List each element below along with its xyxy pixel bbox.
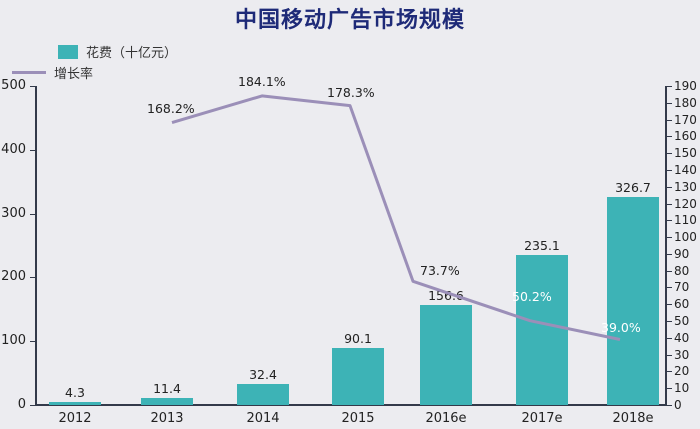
growth-value-label: 178.3% — [327, 85, 375, 100]
x-axis-label: 2015 — [341, 411, 375, 426]
right-tick — [667, 304, 672, 306]
right-tick — [667, 405, 672, 406]
right-tick — [667, 321, 672, 323]
legend-item-growth: 增长率 — [12, 63, 93, 82]
x-axis-label: 2016e — [425, 411, 467, 426]
right-tick-label: 30 — [674, 347, 690, 362]
bar-value-label: 326.7 — [615, 179, 651, 195]
right-tick — [667, 253, 672, 255]
right-tick — [667, 86, 672, 87]
right-tick — [667, 102, 672, 104]
right-tick-label: 130 — [674, 179, 697, 194]
right-tick-label: 170 — [674, 112, 697, 127]
x-axis-label: 2013 — [150, 411, 184, 426]
right-tick-label: 140 — [674, 162, 697, 177]
chart-title: 中国移动广告市场规模 — [234, 8, 465, 33]
right-tick-label: 190 — [674, 79, 697, 93]
right-tick-label: 50 — [674, 314, 690, 329]
right-tick — [667, 136, 672, 138]
x-axis-label: 2018e — [612, 411, 654, 426]
bar-2017e — [516, 255, 568, 405]
bar-value-label: 11.4 — [153, 380, 181, 396]
right-tick-label: 60 — [674, 297, 690, 312]
legend-label-spend: 花费（十亿元） — [86, 46, 178, 61]
bar-2013 — [141, 397, 193, 405]
legend-item-spend: 花费（十亿元） — [58, 42, 177, 61]
bar-2015 — [332, 347, 384, 405]
legend-label-growth: 增长率 — [54, 67, 94, 82]
left-tick — [30, 86, 36, 87]
right-tick-label: 150 — [674, 146, 697, 161]
right-tick-label: 0 — [674, 398, 682, 412]
right-tick — [667, 371, 672, 373]
growth-value-label: 168.2% — [147, 101, 195, 116]
bar-value-label: 235.1 — [524, 238, 560, 253]
left-tick-label: 500 — [1, 78, 26, 93]
bar-2014 — [237, 384, 289, 405]
left-tick — [30, 277, 36, 279]
left-tick-label: 400 — [1, 141, 26, 157]
growth-value-label: 73.7% — [420, 263, 460, 278]
growth-value-label: 39.0% — [601, 320, 641, 335]
right-tick — [667, 270, 672, 272]
right-tick-label: 20 — [674, 364, 690, 379]
line-swatch-icon — [12, 71, 46, 74]
right-tick-label: 80 — [674, 263, 690, 278]
left-tick-label: 200 — [1, 269, 26, 285]
bar-value-label: 90.1 — [344, 330, 372, 346]
right-tick-label: 90 — [674, 246, 690, 261]
bar-2016e — [420, 305, 472, 405]
x-axis-label: 2012 — [58, 411, 92, 426]
right-axis — [665, 86, 667, 406]
right-tick — [667, 337, 672, 339]
bar-2012 — [49, 402, 101, 405]
right-tick — [667, 186, 672, 188]
left-tick — [30, 341, 36, 343]
right-tick — [667, 203, 672, 205]
right-tick-label: 120 — [674, 196, 697, 211]
right-tick — [667, 153, 672, 155]
right-tick — [667, 119, 672, 121]
x-axis-label: 2017e — [521, 411, 563, 426]
bar-value-label: 156.6 — [428, 288, 464, 304]
bar-value-label: 32.4 — [249, 367, 277, 383]
right-tick-label: 10 — [674, 381, 690, 396]
right-tick — [667, 237, 672, 239]
bar-2018e — [607, 196, 659, 405]
right-tick-label: 160 — [674, 129, 697, 144]
left-tick — [30, 149, 36, 151]
bar-swatch-icon — [58, 44, 78, 59]
right-tick-label: 110 — [674, 213, 697, 228]
left-tick-label: 0 — [17, 397, 26, 412]
right-tick — [667, 354, 672, 356]
right-tick — [667, 388, 672, 390]
right-tick-label: 40 — [674, 330, 690, 345]
growth-value-label: 50.2% — [512, 289, 552, 304]
x-axis-label: 2014 — [246, 411, 280, 426]
left-axis — [35, 86, 37, 406]
bar-value-label: 4.3 — [65, 385, 85, 400]
left-tick-label: 100 — [1, 333, 26, 349]
right-tick — [667, 169, 672, 171]
left-tick-label: 300 — [1, 205, 26, 221]
right-tick — [667, 220, 672, 222]
growth-value-label: 184.1% — [238, 74, 286, 89]
left-tick — [30, 213, 36, 215]
left-tick — [30, 405, 36, 406]
right-tick — [667, 287, 672, 289]
right-tick-label: 70 — [674, 280, 690, 295]
right-tick-label: 100 — [674, 230, 697, 245]
right-tick-label: 180 — [674, 95, 697, 110]
x-axis — [35, 404, 667, 406]
